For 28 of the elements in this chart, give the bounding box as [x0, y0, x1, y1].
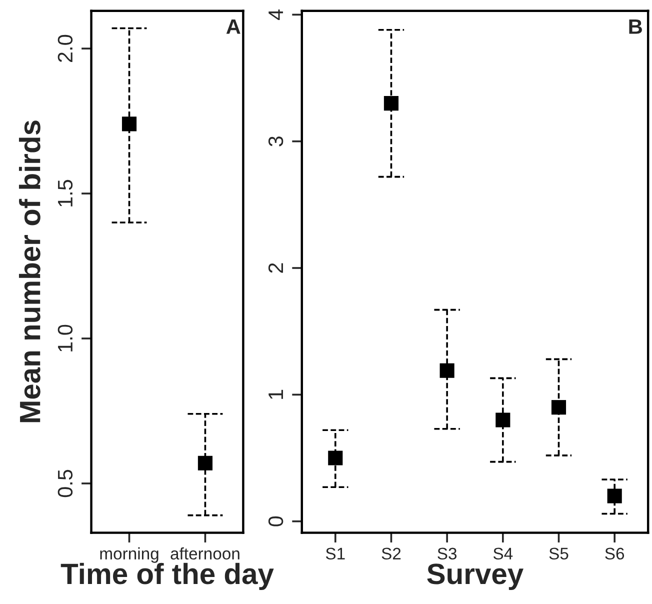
annotation: B [629, 19, 642, 34]
point [440, 363, 454, 378]
x-tick-label: S2 [382, 548, 401, 560]
point [384, 96, 399, 111]
point [607, 488, 622, 504]
x-tick-label: S5 [549, 548, 568, 560]
x-tick-label: S6 [605, 548, 624, 560]
x-tick-label: S1 [326, 548, 345, 560]
y-tick-label: 0.5 [58, 470, 73, 498]
x-axis-title: Survey [427, 564, 524, 590]
x-tick-label: morning [100, 547, 158, 563]
y-tick-label: 2 [268, 263, 283, 273]
point [551, 400, 566, 415]
y-tick-label: 1.5 [58, 180, 73, 206]
x-tick-label: afternoon [170, 547, 240, 560]
x-tick-label: S4 [493, 548, 513, 560]
x-tick-label: S3 [438, 548, 457, 560]
annotation: A [226, 19, 240, 34]
x-axis-title: Time of the day [60, 562, 274, 590]
point [328, 450, 343, 466]
point [496, 412, 510, 428]
y-tick-label: 1.0 [58, 324, 73, 352]
y-tick-label: 3 [268, 136, 284, 146]
y-tick-label: 4 [268, 9, 283, 20]
y-tick-label: 0 [268, 516, 284, 526]
y-axis-title: Mean number of birds [18, 120, 40, 422]
y-tick-label: 2.0 [58, 34, 73, 62]
y-tick-label: 1 [268, 390, 283, 399]
